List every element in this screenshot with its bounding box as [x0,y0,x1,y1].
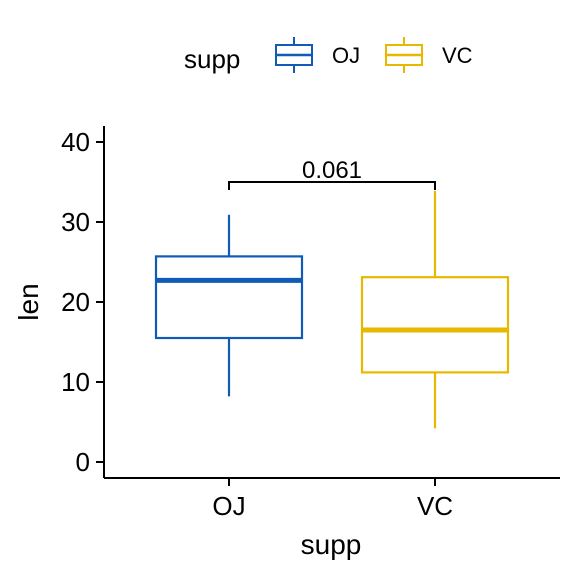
x-ticks: OJ VC [212,478,453,521]
y-tick-label: 20 [61,287,90,317]
x-axis-title: supp [301,529,362,560]
y-tick-label: 0 [76,447,90,477]
box-iqr [154,255,304,340]
y-tick-label: 40 [61,127,90,157]
y-axis-title: len [13,283,44,320]
legend-label: OJ [332,43,360,68]
legend: supp OJ VC [184,37,473,74]
plot-area: 0.061 [154,157,510,429]
box-vc [360,190,510,429]
legend-key [385,37,423,73]
box-oj [154,214,304,397]
box-iqr [360,276,510,374]
legend-entry-oj: OJ [275,37,360,73]
y-tick-label: 10 [61,367,90,397]
legend-key [275,37,313,73]
y-ticks: 0 10 20 30 40 [61,127,104,477]
legend-title: supp [184,44,240,74]
p-value-label: 0.061 [302,157,362,184]
bracket-line [228,181,436,190]
comparison-bracket: 0.061 [228,157,436,190]
legend-entry-vc: VC [385,37,473,73]
legend-label: VC [442,43,473,68]
y-tick-label: 30 [61,207,90,237]
x-tick-label: VC [417,491,453,521]
x-tick-label: OJ [212,491,245,521]
legend-entries: OJ VC [275,37,473,73]
